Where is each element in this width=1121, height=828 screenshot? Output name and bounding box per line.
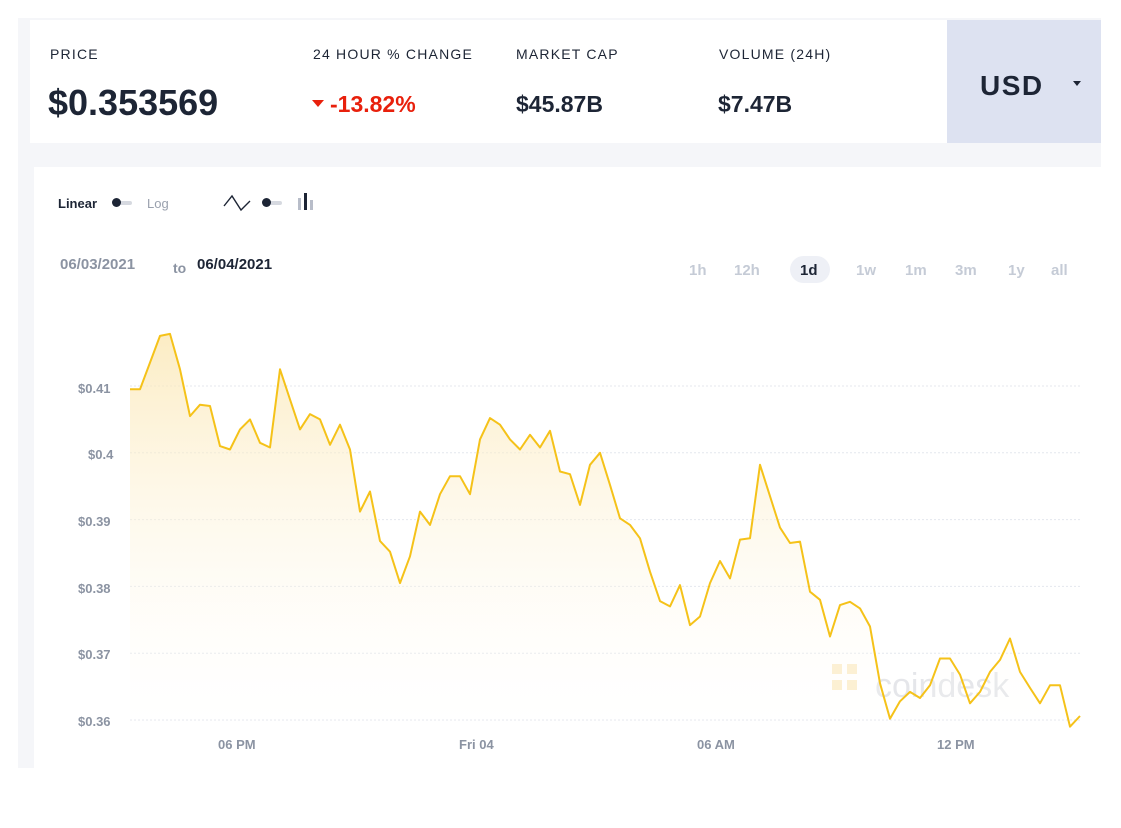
x-tick-label: Fri 04 [459,737,494,752]
y-tick-label: $0.39 [78,514,111,529]
volume-label: VOLUME (24H) [719,46,832,62]
change-value: -13.82% [312,91,416,118]
range-1d[interactable]: 1d [800,262,818,279]
market-cap-value: $45.87B [516,91,603,117]
x-tick-label: 06 AM [697,737,735,752]
log-label[interactable]: Log [147,196,169,211]
price-line [130,332,1081,728]
y-tick-label: $0.36 [78,714,111,729]
date-from: 06/03/2021 [60,256,136,273]
y-tick-label: $0.4 [88,447,114,462]
range-1y[interactable]: 1y [1008,262,1025,279]
market-cap-label: MARKET CAP [516,46,619,62]
price-value: $0.353569 [48,82,219,123]
stats-bar: PRICE $0.353569 24 HOUR % CHANGE -13.82%… [30,20,947,143]
y-tick-label: $0.37 [78,647,111,662]
range-3m[interactable]: 3m [955,262,977,279]
linear-label[interactable]: Linear [58,196,98,211]
change-label: 24 HOUR % CHANGE [313,46,474,62]
price-area [130,333,1080,727]
y-tick-label: $0.41 [78,381,111,396]
range-1h[interactable]: 1h [689,262,707,279]
scale-toggle[interactable] [112,198,134,208]
chart-type-toggle[interactable] [262,198,284,208]
caret-down-icon [1073,81,1081,86]
date-to: 06/04/2021 [197,256,273,273]
active-range-pill [790,256,830,283]
x-tick-label: 06 PM [218,737,256,752]
range-1w[interactable]: 1w [856,262,877,279]
volume-value: $7.47B [718,91,793,117]
currency-label: USD [980,70,1044,101]
range-12h[interactable]: 12h [734,262,760,279]
range-1m[interactable]: 1m [905,262,927,279]
currency-select[interactable]: USD [947,20,1101,143]
y-tick-label: $0.38 [78,581,111,596]
caret-down-icon [312,100,324,108]
x-tick-label: 12 PM [937,737,975,752]
date-to-word: to [173,260,187,276]
price-label: PRICE [50,46,99,62]
change-text: -13.82% [330,91,416,117]
range-all[interactable]: all [1051,262,1068,279]
